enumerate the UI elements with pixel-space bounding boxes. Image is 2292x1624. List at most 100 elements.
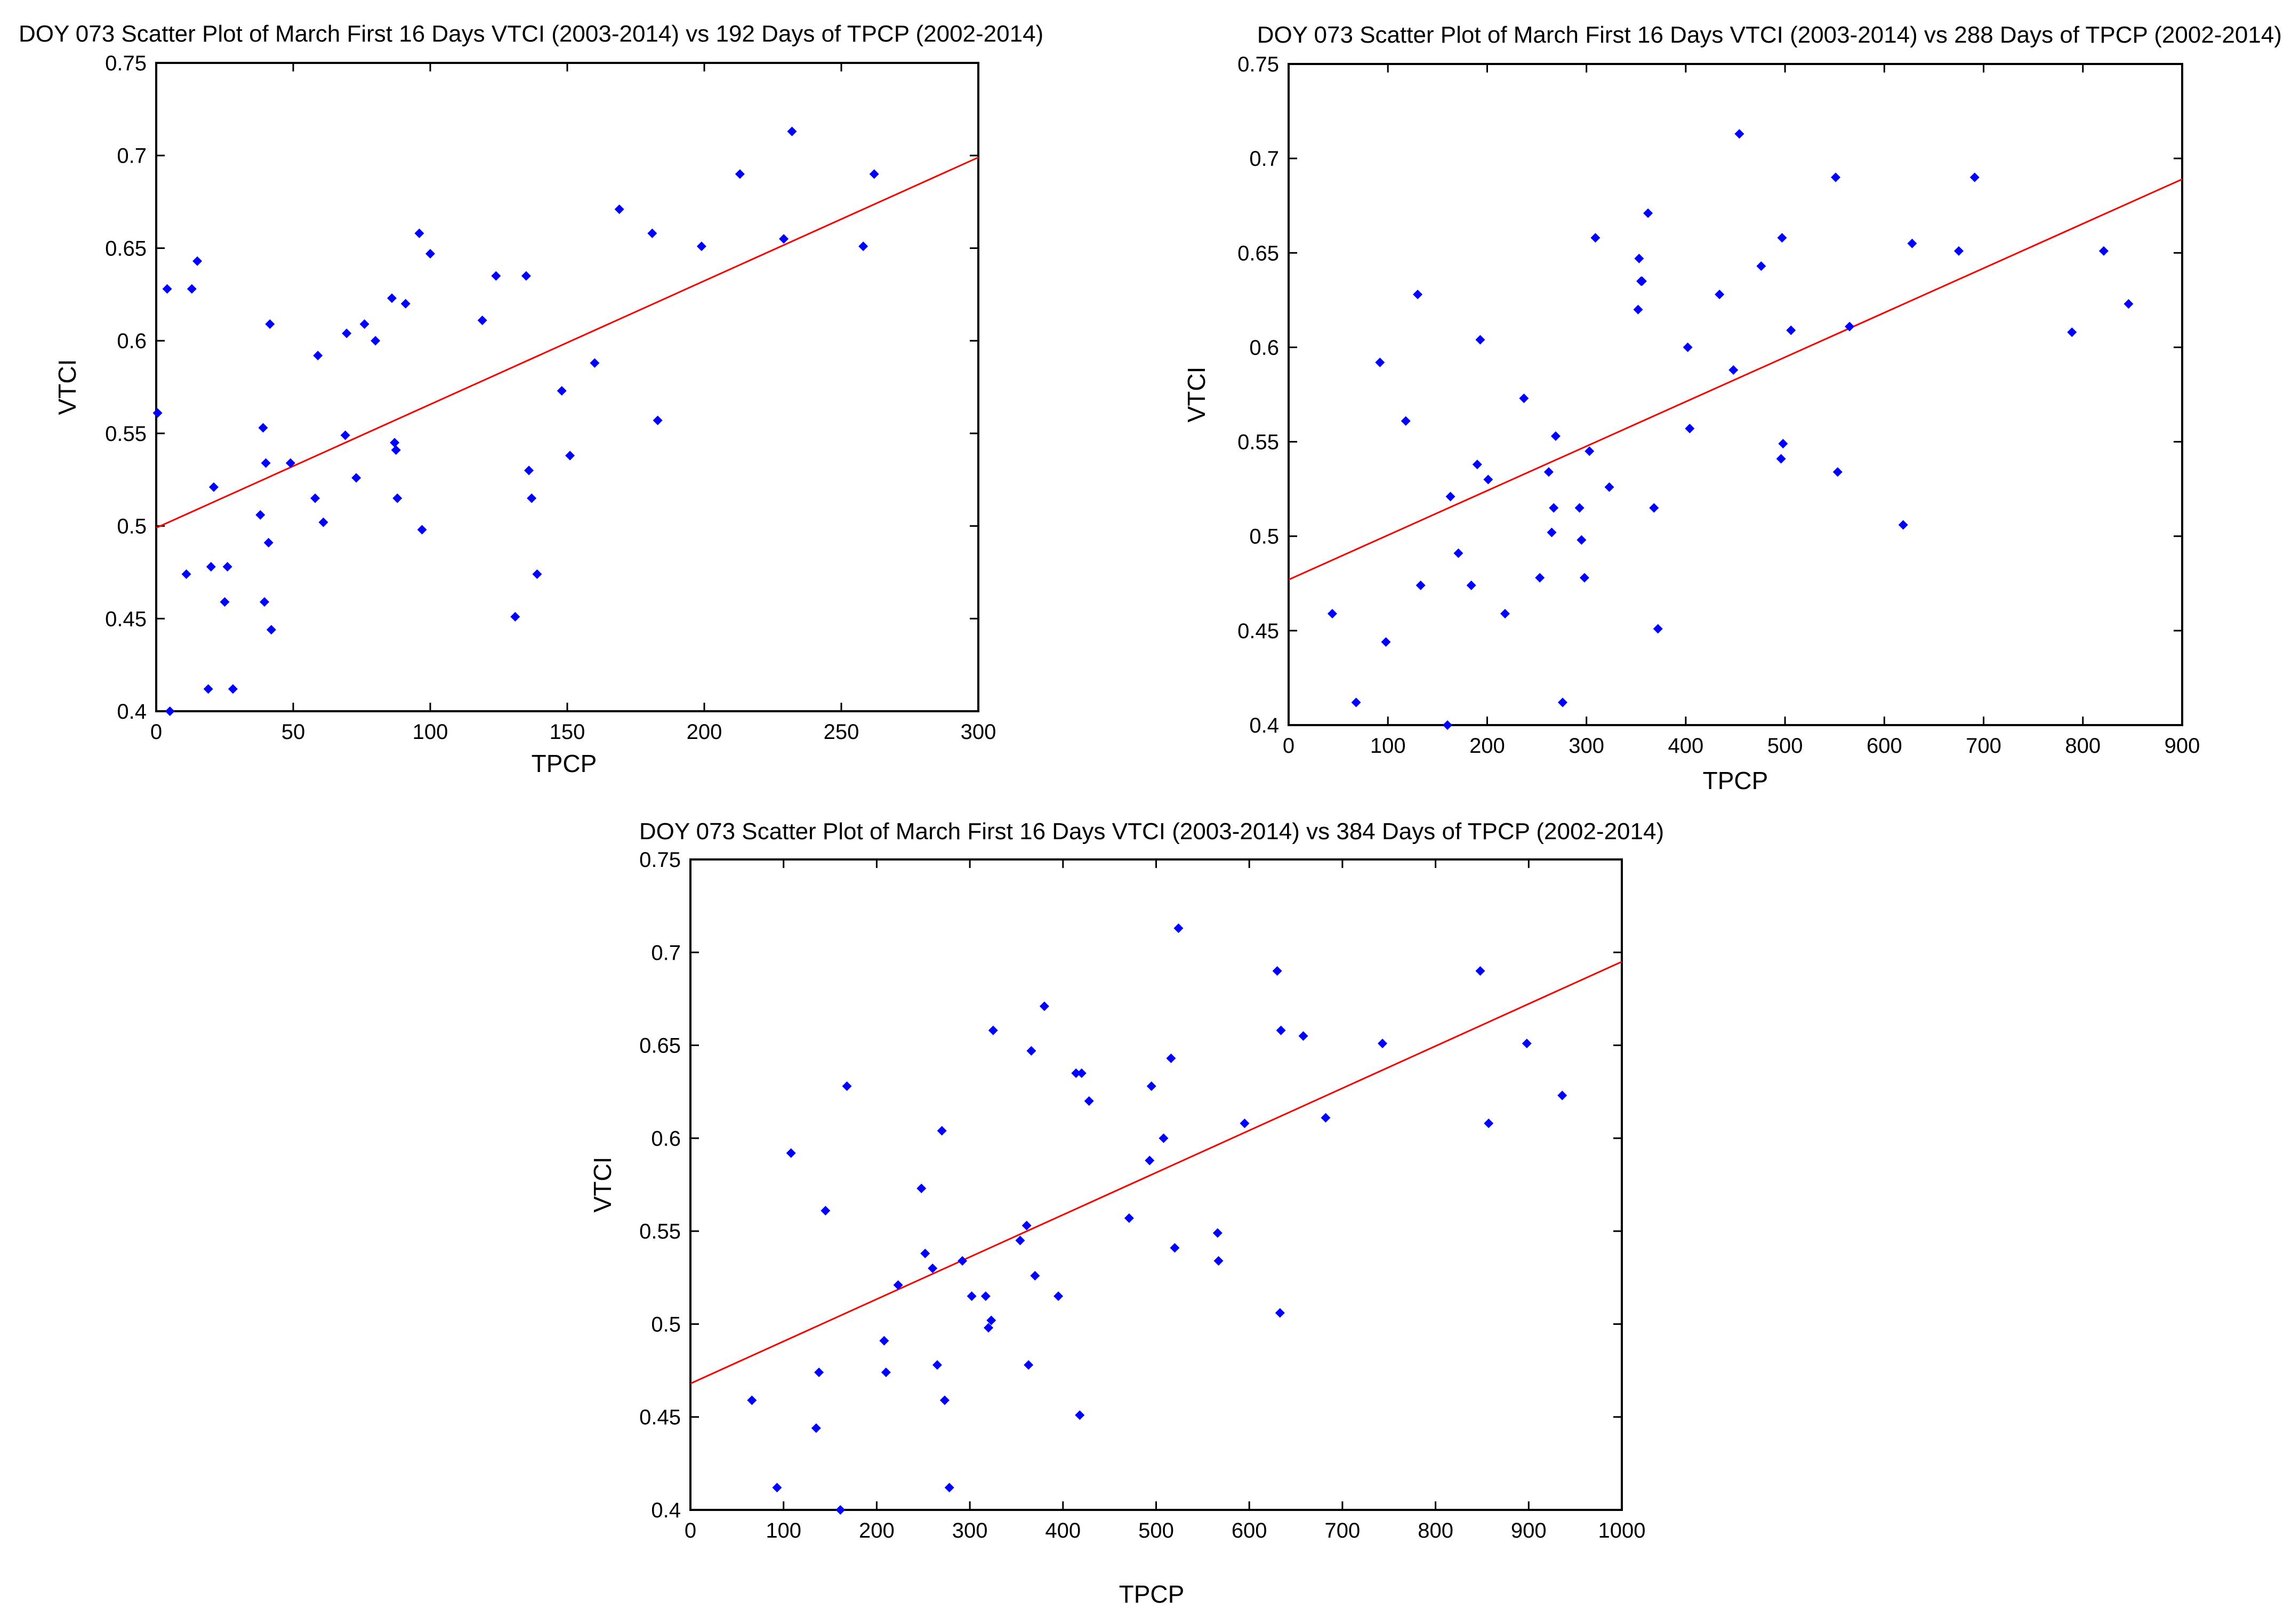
- y-tick-label: 0.4: [1249, 714, 1279, 737]
- scatter-point: [1574, 503, 1585, 513]
- scatter-point: [1734, 129, 1744, 139]
- scatter-point: [958, 1256, 968, 1266]
- scatter-point: [208, 482, 219, 492]
- scatter-point: [1453, 548, 1463, 558]
- x-tick-label: 200: [1469, 734, 1505, 758]
- scatter-point: [1475, 335, 1485, 345]
- scatter-point: [1522, 1039, 1532, 1049]
- scatter-chart-288-days-svg: DOY 073 Scatter Plot of March First 16 D…: [1183, 22, 2282, 794]
- scatter-point: [557, 385, 567, 396]
- scatter-point: [647, 228, 657, 238]
- y-tick-label: 0.75: [1237, 53, 1279, 76]
- scatter-point: [255, 510, 266, 520]
- scatter-point: [1776, 454, 1786, 464]
- scatter-point: [371, 336, 381, 346]
- scatter-chart-384-days: DOY 073 Scatter Plot of March First 16 D…: [560, 800, 1759, 1624]
- scatter-point: [152, 408, 163, 418]
- x-tick-label: 900: [1511, 1519, 1547, 1542]
- scatter-point: [1030, 1271, 1040, 1281]
- y-tick-label: 0.7: [117, 144, 147, 168]
- scatter-point: [313, 350, 323, 360]
- scatter-point: [1321, 1113, 1331, 1123]
- scatter-point: [1053, 1291, 1064, 1301]
- x-tick-label: 50: [282, 720, 305, 744]
- scatter-point: [1543, 467, 1554, 477]
- scatter-point: [1549, 503, 1559, 513]
- x-tick-label: 1000: [1598, 1519, 1646, 1542]
- scatter-point: [1076, 1068, 1087, 1078]
- scatter-point: [192, 256, 203, 266]
- scatter-point: [2124, 299, 2134, 309]
- scatter-point: [696, 241, 706, 251]
- scatter-point: [260, 597, 270, 607]
- x-axis-label: TPCP: [532, 750, 597, 777]
- x-axis-label: TPCP: [1703, 767, 1768, 794]
- y-tick-label: 0.5: [651, 1313, 681, 1336]
- scatter-point: [1547, 527, 1557, 537]
- x-tick-label: 100: [413, 720, 448, 744]
- scatter-chart-192-days: DOY 073 Scatter Plot of March First 16 D…: [0, 0, 1043, 789]
- scatter-point: [937, 1125, 947, 1136]
- scatter-point: [1466, 580, 1476, 590]
- scatter-point: [187, 284, 197, 294]
- scatter-point: [1557, 697, 1567, 708]
- scatter-point: [614, 204, 624, 214]
- scatter-point: [310, 493, 320, 503]
- x-axis-ticks: 0 100 200 300 400 500 600 700 800 900 1000: [685, 859, 1646, 1542]
- scatter-point: [1026, 1046, 1036, 1056]
- y-tick-label: 0.5: [1249, 525, 1279, 549]
- scatter-point: [772, 1483, 782, 1493]
- scatter-point: [510, 612, 520, 622]
- scatter-point: [1071, 1068, 1081, 1078]
- y-axis-label: VTCI: [53, 359, 81, 415]
- scatter-point: [1634, 253, 1644, 263]
- scatter-point: [787, 126, 797, 136]
- scatter-point: [1483, 475, 1493, 485]
- scatter-point: [590, 358, 600, 368]
- scatter-point: [351, 473, 361, 483]
- scatter-point: [203, 684, 213, 694]
- x-tick-label: 100: [766, 1519, 801, 1542]
- scatter-point: [1500, 608, 1510, 618]
- scatter-point: [414, 228, 424, 238]
- scatter-point: [391, 445, 401, 455]
- scatter-point: [893, 1280, 903, 1290]
- y-axis-label: VTCI: [1183, 367, 1210, 423]
- y-tick-label: 0.7: [1249, 147, 1279, 171]
- plot-frame: [1288, 63, 2183, 726]
- scatter-point: [1786, 325, 1796, 335]
- y-tick-label: 0.75: [639, 848, 681, 872]
- scatter-point: [1585, 446, 1595, 456]
- scatter-point: [1907, 238, 1917, 248]
- scatter-point: [220, 597, 230, 607]
- scatter-point: [1015, 1235, 1025, 1245]
- y-tick-label: 0.65: [1237, 242, 1279, 265]
- scatter-point: [181, 569, 191, 579]
- scatter-point: [881, 1368, 891, 1378]
- scatter-point: [1022, 1220, 1032, 1231]
- y-tick-label: 0.75: [105, 52, 147, 75]
- scatter-point: [1416, 580, 1426, 590]
- y-tick-label: 0.45: [105, 607, 147, 631]
- y-tick-label: 0.55: [639, 1220, 681, 1243]
- scatter-point: [879, 1336, 889, 1346]
- scatter-point: [920, 1248, 930, 1258]
- scatter-point: [1212, 1228, 1223, 1238]
- scatter-point: [1633, 304, 1643, 315]
- scatter-point: [980, 1291, 991, 1301]
- x-tick-label: 900: [2165, 734, 2200, 758]
- scatter-point: [532, 569, 542, 579]
- scatter-point: [1535, 573, 1545, 583]
- scatter-point: [1579, 573, 1589, 583]
- x-tick-label: 200: [859, 1519, 895, 1542]
- scatter-point: [1173, 923, 1184, 933]
- scatter-point: [1413, 290, 1423, 300]
- x-tick-label: 500: [1138, 1519, 1174, 1542]
- scatter-point: [779, 234, 789, 244]
- y-tick-label: 0.5: [117, 515, 147, 538]
- x-axis-label: TPCP: [1119, 1580, 1185, 1608]
- scatter-point: [491, 271, 501, 281]
- scatter-point: [1084, 1096, 1094, 1106]
- scatter-point: [1475, 966, 1485, 976]
- chart-title: DOY 073 Scatter Plot of March First 16 D…: [19, 21, 1043, 47]
